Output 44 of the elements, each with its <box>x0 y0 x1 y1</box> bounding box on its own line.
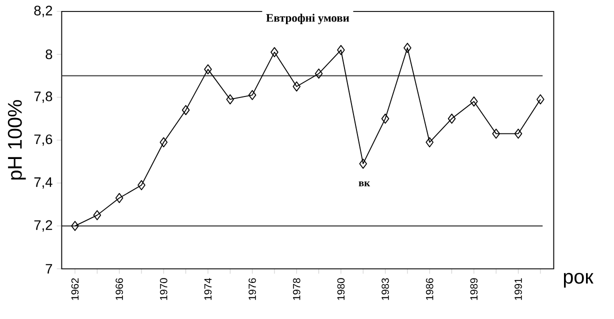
point <box>248 90 256 100</box>
x-tick-label: 1978 <box>292 278 300 300</box>
point <box>404 42 412 53</box>
y-tick-label: 7,8 <box>34 91 52 103</box>
y-tick-label: 8,2 <box>34 6 52 17</box>
y-tick-label: 7,4 <box>34 177 52 188</box>
x-tick-label: 1991 <box>514 278 522 300</box>
y-tick-label: 8 <box>46 49 52 60</box>
x-tick-label: 1986 <box>426 278 434 300</box>
point <box>536 94 544 104</box>
point <box>337 44 345 55</box>
point <box>226 94 234 104</box>
x-tick-label: 1966 <box>116 278 123 300</box>
y-tick-label: 7 <box>46 264 52 274</box>
point <box>381 113 390 124</box>
point <box>448 113 456 124</box>
x-tick-label: 1989 <box>470 278 478 300</box>
y-tick-label: 7,6 <box>34 134 52 146</box>
point <box>292 81 301 92</box>
point <box>359 158 368 169</box>
point <box>182 104 190 115</box>
chart-title: Евтрофні умови <box>266 14 350 24</box>
point <box>426 137 434 148</box>
annotation: вк <box>358 181 370 186</box>
point <box>470 96 478 106</box>
point <box>71 220 79 231</box>
x-axis-title: рок <box>564 272 594 288</box>
point <box>160 137 168 148</box>
x-tick-label: 1983 <box>382 278 389 300</box>
y-axis-title: pH 100% <box>8 100 26 180</box>
x-tick-label: 1976 <box>248 278 256 300</box>
x-tick-label: 1962 <box>71 278 79 300</box>
point <box>314 68 323 78</box>
point <box>115 192 124 203</box>
point <box>204 64 212 74</box>
x-tick-label: 1974 <box>204 278 212 300</box>
point <box>514 128 522 139</box>
point <box>138 180 146 190</box>
point <box>93 210 102 220</box>
x-tick-label: 1980 <box>337 278 345 300</box>
point <box>270 46 278 58</box>
y-tick-label: 7,2 <box>34 220 52 232</box>
x-tick-label: 1970 <box>160 278 168 300</box>
point <box>492 128 500 139</box>
